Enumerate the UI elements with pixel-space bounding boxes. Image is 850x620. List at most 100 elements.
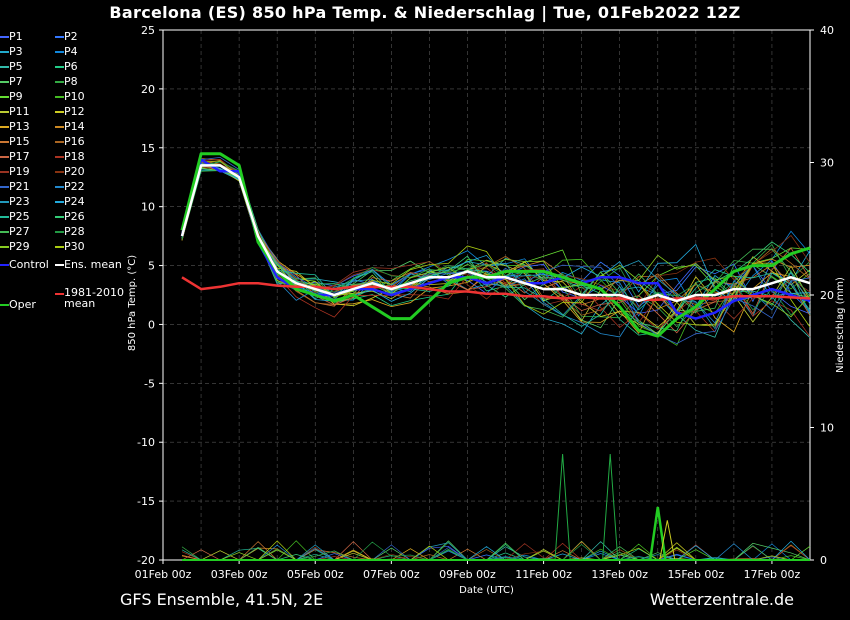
legend-swatch: [55, 111, 64, 113]
y-tick-label: 15: [141, 142, 155, 155]
y-tick-label: 25: [141, 24, 155, 37]
legend: P1 P2 P3 P4 P5 P6 P7 P8 P9 P10 P11 P12 P13 P14 P15 P16 P…: [0, 30, 135, 320]
legend-label: P24: [64, 195, 85, 208]
legend-swatch: [0, 66, 9, 68]
member-line-p11: [181, 164, 811, 335]
climate-mean-line: [181, 276, 811, 301]
y-tick-label: 5: [148, 260, 155, 273]
legend-label: P6: [64, 60, 78, 73]
legend-swatch: [55, 264, 64, 266]
legend-swatch: [0, 231, 9, 233]
legend-label: P27: [9, 225, 30, 238]
y2-tick-label: 40: [820, 24, 834, 37]
legend-label: 1981-2010 mean: [64, 286, 124, 310]
legend-label: P18: [64, 150, 85, 163]
member-line-p17: [181, 165, 811, 334]
legend-label: P28: [64, 225, 85, 238]
legend-swatch: [0, 201, 9, 203]
member-line-p21: [181, 156, 811, 345]
y-tick-label: -20: [137, 554, 155, 567]
legend-swatch: [0, 126, 9, 128]
legend-label: P29: [9, 240, 30, 253]
legend-swatch: [55, 81, 64, 83]
chart-title: Barcelona (ES) 850 hPa Temp. & Niedersch…: [109, 3, 741, 22]
legend-label: P3: [9, 45, 23, 58]
y2-tick-label: 20: [820, 289, 834, 302]
y-tick-label: -5: [144, 377, 155, 390]
member-line-p25: [181, 169, 811, 327]
legend-label: P9: [9, 90, 23, 103]
legend-label: P22: [64, 180, 85, 193]
x-tick-label: 07Feb 00z: [363, 568, 420, 581]
y-tick-label: 10: [141, 201, 155, 214]
member-line-p1: [181, 164, 811, 315]
x-tick-label: 03Feb 00z: [211, 568, 268, 581]
legend-swatch: [55, 66, 64, 68]
legend-label: P8: [64, 75, 78, 88]
site-credit: Wetterzentrale.de: [649, 590, 794, 609]
precip-spike: [648, 506, 667, 561]
member-line-p22: [181, 165, 811, 338]
y-tick-label: 20: [141, 83, 155, 96]
y-tick-label: -10: [137, 436, 155, 449]
legend-swatch: [55, 126, 64, 128]
member-line-p12: [181, 165, 811, 328]
legend-swatch: [0, 171, 9, 173]
member-line-p18: [181, 158, 811, 337]
legend-swatch: [0, 111, 9, 113]
legend-swatch: [0, 264, 9, 266]
control-line: [180, 158, 811, 320]
legend-label: Control: [9, 258, 49, 271]
precip-spike: [602, 453, 619, 561]
legend-label: P5: [9, 60, 23, 73]
legend-label: P19: [9, 165, 30, 178]
legend-label: P4: [64, 45, 78, 58]
legend-swatch: [55, 36, 64, 38]
legend-label: P13: [9, 120, 30, 133]
x-tick-label: 01Feb 00z: [135, 568, 192, 581]
x-tick-label: 09Feb 00z: [439, 568, 496, 581]
legend-label: P15: [9, 135, 30, 148]
legend-swatch: [0, 304, 9, 306]
legend-swatch: [0, 246, 9, 248]
legend-label: P12: [64, 105, 85, 118]
legend-swatch: [55, 171, 64, 173]
legend-label: P2: [64, 30, 78, 43]
legend-swatch: [55, 51, 64, 53]
legend-label: P10: [64, 90, 85, 103]
legend-swatch: [0, 51, 9, 53]
x-tick-label: 11Feb 00z: [515, 568, 572, 581]
legend-swatch: [0, 156, 9, 158]
legend-swatch: [55, 231, 64, 233]
legend-label: Ens. mean: [64, 258, 122, 271]
y2-tick-label: 30: [820, 157, 834, 170]
x-tick-label: 13Feb 00z: [591, 568, 648, 581]
ens-mean-line: [180, 164, 811, 303]
legend-swatch: [0, 36, 9, 38]
legend-label: P16: [64, 135, 85, 148]
y2-axis-label: Niederschlag (mm): [835, 277, 846, 373]
legend-label: Oper: [9, 298, 36, 311]
x-tick-label: 17Feb 00z: [744, 568, 801, 581]
legend-label: P30: [64, 240, 85, 253]
legend-swatch: [0, 186, 9, 188]
x-axis-label: Date (UTC): [459, 585, 514, 596]
legend-swatch: [0, 216, 9, 218]
member-line-p13: [181, 164, 811, 335]
legend-label: P25: [9, 210, 30, 223]
legend-label: P14: [64, 120, 85, 133]
precip-spike: [554, 453, 571, 561]
legend-swatch: [55, 186, 64, 188]
precip-spike: [659, 520, 676, 561]
member-line-p8: [181, 170, 811, 328]
y-tick-label: 0: [148, 318, 155, 331]
y-tick-label: -15: [137, 495, 155, 508]
member-line-p23: [181, 160, 811, 330]
oper-line: [180, 152, 811, 338]
legend-label: P26: [64, 210, 85, 223]
legend-swatch: [55, 246, 64, 248]
x-tick-label: 15Feb 00z: [667, 568, 724, 581]
legend-swatch: [0, 81, 9, 83]
y-axis-label: 850 hPa Temp. (°C): [127, 255, 138, 351]
